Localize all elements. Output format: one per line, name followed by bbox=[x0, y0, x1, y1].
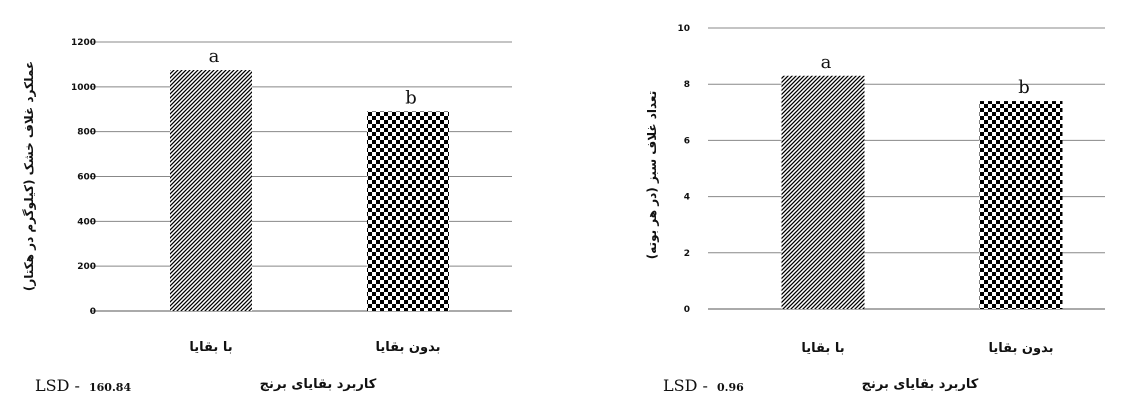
y-tick-label: 10 bbox=[677, 24, 690, 34]
y-tick-label: 6 bbox=[684, 136, 690, 146]
y-axis-title: عملکرد غلاف خشک (کیلوگرم در هکتار) bbox=[22, 61, 37, 291]
lsd-label: LSD - bbox=[35, 376, 80, 395]
significance-letter: b bbox=[405, 87, 417, 108]
y-tick-label: 400 bbox=[77, 217, 96, 227]
category-labels: با بقایا بدون بقایا bbox=[189, 340, 440, 355]
y-tick-label: 2 bbox=[684, 249, 690, 259]
y-tick-label: 0 bbox=[684, 305, 690, 315]
bar-with-residue bbox=[781, 75, 865, 310]
x-category-label: بدون بقایا bbox=[376, 340, 441, 355]
significance-letters: ab bbox=[209, 46, 417, 108]
lsd-annotation: LSD - 0.96 bbox=[663, 376, 744, 395]
x-category-label: با بقایا bbox=[189, 340, 232, 355]
y-tick-label: 1200 bbox=[71, 38, 96, 48]
lsd-value: 0.96 bbox=[717, 381, 744, 394]
y-tick-label: 800 bbox=[77, 128, 96, 138]
lsd-annotation: LSD - 160.84 bbox=[35, 376, 131, 395]
y-tick-label: 8 bbox=[684, 80, 690, 90]
bar-with-residue bbox=[170, 70, 252, 311]
x-axis-title: کاربرد بقایای برنج bbox=[260, 377, 377, 392]
significance-letter: a bbox=[209, 46, 220, 67]
significance-letters: ab bbox=[821, 52, 1030, 98]
lsd-label: LSD - bbox=[663, 376, 708, 395]
y-tick-labels: 0 200 400 600 800 1000 1200 bbox=[71, 38, 96, 317]
significance-letter: a bbox=[821, 52, 832, 73]
y-tick-label: 4 bbox=[684, 193, 690, 203]
x-category-label: بدون بقایا bbox=[989, 341, 1054, 356]
bar-without-residue bbox=[367, 111, 449, 311]
category-labels: با بقایا بدون بقایا bbox=[801, 341, 1053, 356]
bar-without-residue bbox=[979, 101, 1063, 309]
y-tick-labels: 0 2 4 6 8 10 bbox=[677, 24, 690, 315]
y-axis-title: تعداد غلاف سبز (در هر بوته) bbox=[645, 91, 660, 259]
x-axis-title: کاربرد بقایای برنج bbox=[862, 377, 979, 392]
x-category-label: با بقایا bbox=[801, 341, 844, 356]
bars bbox=[781, 75, 1063, 310]
y-tick-label: 1000 bbox=[71, 83, 96, 93]
lsd-value: 160.84 bbox=[89, 381, 131, 394]
bars bbox=[170, 70, 449, 311]
significance-letter: b bbox=[1018, 77, 1030, 98]
y-tick-label: 200 bbox=[77, 262, 96, 272]
y-tick-label: 600 bbox=[77, 173, 96, 183]
y-tick-label: 0 bbox=[90, 307, 96, 317]
